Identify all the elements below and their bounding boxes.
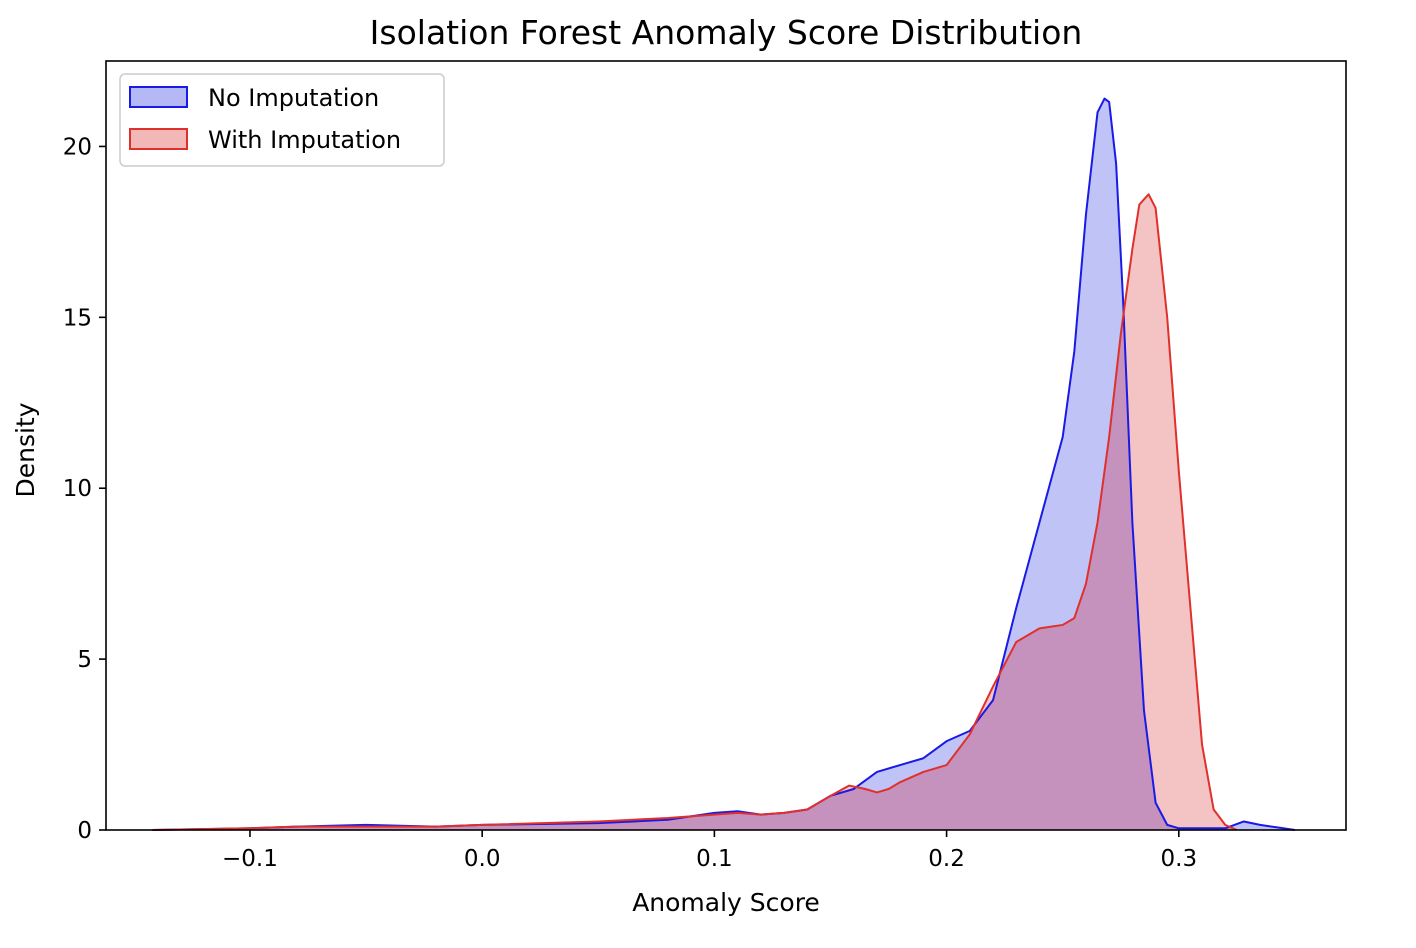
legend-box xyxy=(119,73,445,167)
y-axis-label: Density xyxy=(11,402,40,497)
series-area-1 xyxy=(152,98,1295,831)
axes-frame xyxy=(105,60,1347,831)
x-tick-label: −0.1 xyxy=(222,846,278,872)
legend: No Imputation With Imputation xyxy=(119,73,445,167)
y-tick-label: 15 xyxy=(63,305,92,331)
y-tick-label: 5 xyxy=(77,647,92,673)
plot-area xyxy=(152,97,1296,831)
axes: −0.1 0.0 0.1 0.2 0.3 0 5 10 15 20 xyxy=(63,60,1347,872)
legend-swatch-1 xyxy=(129,86,188,108)
y-tick-label: 20 xyxy=(63,134,92,160)
legend-label-1: No Imputation xyxy=(208,84,379,112)
x-tick-label: 0.2 xyxy=(928,846,965,872)
series-line-1 xyxy=(152,97,1296,831)
legend-swatch-2 xyxy=(129,128,188,150)
overlap-area xyxy=(152,194,1237,831)
legend-label-2: With Imputation xyxy=(208,126,401,154)
x-tick-label: 0.0 xyxy=(464,846,501,872)
series-line-2 xyxy=(152,193,1238,831)
x-axis-label: Anomaly Score xyxy=(632,888,820,917)
y-tick-label: 0 xyxy=(77,818,92,844)
y-tick-label: 10 xyxy=(63,476,92,502)
x-tick-label: 0.1 xyxy=(696,846,733,872)
chart-title: Isolation Forest Anomaly Score Distribut… xyxy=(370,13,1083,52)
x-tick-label: 0.3 xyxy=(1161,846,1198,872)
